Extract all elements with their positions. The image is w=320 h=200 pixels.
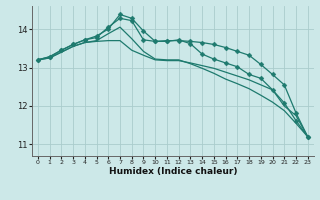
X-axis label: Humidex (Indice chaleur): Humidex (Indice chaleur) bbox=[108, 167, 237, 176]
